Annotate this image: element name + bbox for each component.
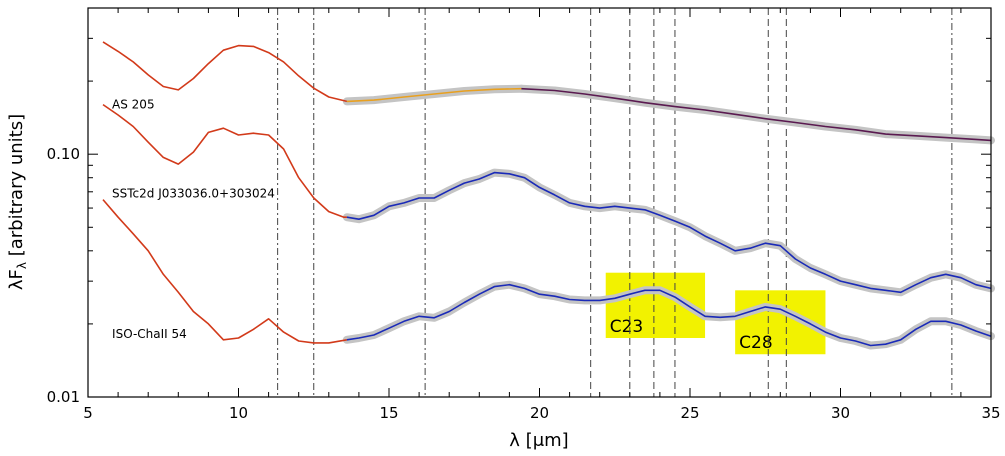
y-axis-title: λFλ [arbitrary units] xyxy=(6,114,29,290)
source-label-2: ISO-ChaII 54 xyxy=(112,327,187,341)
series-2-segment-0 xyxy=(102,199,348,344)
source-labels: AS 205 SSTc2d J033036.0+303024 ISO-ChaII 5… xyxy=(112,98,275,341)
highlight-box-label-1: C28 xyxy=(739,333,773,353)
highlight-box-label-0: C23 xyxy=(610,317,644,337)
series-1-segment-0 xyxy=(102,103,347,218)
series-2-segment-1 xyxy=(346,283,992,347)
spectra-series xyxy=(102,41,992,347)
axes: 5 10 15 20 25 30 35 0.01 0.10 xyxy=(47,7,1001,422)
series-0-segment-0 xyxy=(102,41,348,103)
source-label-0: AS 205 xyxy=(112,98,155,112)
series-0-segment-1 xyxy=(346,87,522,103)
x-tick-label-6: 35 xyxy=(981,404,1000,422)
x-tick-label-1: 10 xyxy=(229,404,248,422)
source-label-1: SSTc2d J033036.0+303024 xyxy=(112,186,275,200)
x-axis-title: λ [μm] xyxy=(509,430,568,451)
x-tick-label-3: 20 xyxy=(530,404,549,422)
series-1-segment-1 xyxy=(346,171,992,294)
y-tick-label-1: 0.10 xyxy=(47,145,80,163)
y-tick-label-0: 0.01 xyxy=(47,388,80,406)
series-0-segment-2 xyxy=(521,87,992,142)
plot-frame xyxy=(87,7,992,398)
x-tick-label-0: 5 xyxy=(83,404,93,422)
x-tick-label-2: 15 xyxy=(379,404,398,422)
feature-lines xyxy=(277,8,953,397)
x-tick-label-5: 30 xyxy=(831,404,850,422)
x-tick-label-4: 25 xyxy=(680,404,699,422)
